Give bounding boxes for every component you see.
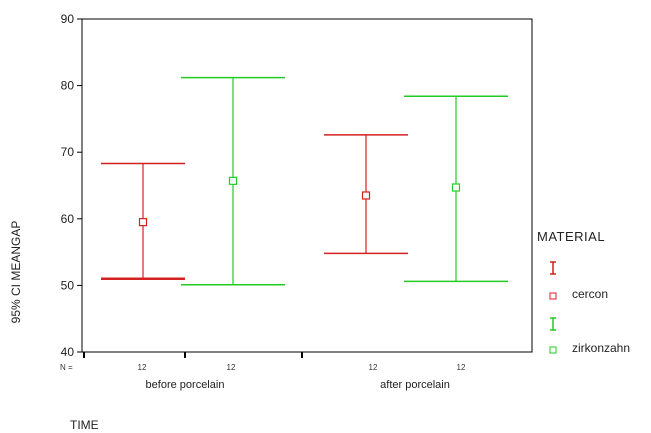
y-tick-label-60: 60	[61, 212, 75, 226]
x-axis-title: TIME	[70, 418, 99, 432]
category-label-before: before porcelain	[146, 379, 225, 391]
mean-marker-cercon-0	[138, 218, 148, 227]
legend-label-cercon: cercon	[572, 287, 608, 301]
y-tick-label-80: 80	[61, 79, 75, 93]
plot-frame	[81, 18, 533, 353]
category-label-after: after porcelain	[380, 379, 450, 391]
legend-marker-icon-cercon	[549, 292, 557, 300]
n-count-cercon-1: 12	[227, 363, 236, 372]
y-axis-title: 95% CI MEANGAP	[9, 221, 23, 324]
y-tick-label-90: 90	[61, 12, 75, 26]
n-count-zirkonzahn-1: 12	[457, 363, 466, 372]
legend-marker-icon-zirkonzahn	[549, 346, 557, 354]
mean-marker-zirkonzahn-1	[451, 183, 461, 192]
n-count-cercon-0: 12	[138, 363, 147, 372]
n-count-zirkonzahn-0: 12	[369, 363, 378, 372]
mean-marker-cercon-1	[361, 191, 371, 200]
legend: MATERIAL cercon zirkonzahn	[537, 229, 630, 355]
y-tick-label-70: 70	[61, 145, 75, 159]
y-tick-label-40: 40	[61, 345, 75, 359]
y-tick-label-50: 50	[61, 278, 75, 292]
mean-marker-zirkonzahn-0	[228, 176, 238, 185]
legend-label-zirkonzahn: zirkonzahn	[572, 341, 630, 355]
n-label: N =	[60, 363, 73, 372]
legend-title: MATERIAL	[537, 229, 605, 244]
